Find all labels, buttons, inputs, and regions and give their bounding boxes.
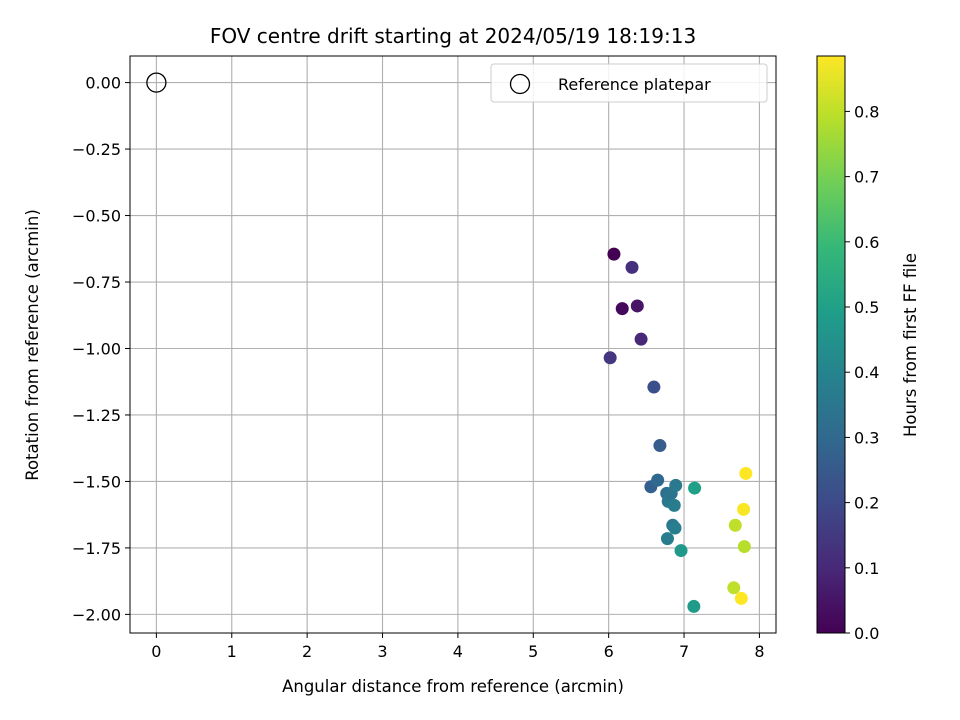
x-axis-label: Angular distance from reference (arcmin) (282, 677, 624, 696)
data-point (727, 581, 741, 595)
y-axis-ticks: 0.00 −0.25 −0.50 −0.75 −1.00 −1.25 −1.50 −1.75 −… (72, 74, 130, 624)
x-tick-label: 4 (453, 642, 463, 661)
data-point (667, 498, 681, 512)
colorbar-tick-label: 0.6 (854, 233, 879, 252)
data-point (739, 466, 753, 480)
x-tick-label: 1 (227, 642, 237, 661)
x-tick-label: 7 (679, 642, 689, 661)
data-point (669, 478, 683, 492)
data-point (728, 518, 742, 532)
y-tick-label: −1.50 (72, 472, 121, 491)
colorbar-tick-label: 0.4 (854, 363, 879, 382)
data-point (630, 299, 644, 313)
colorbar-tick-label: 0.0 (854, 624, 879, 643)
data-point (625, 260, 639, 274)
y-tick-label: 0.00 (85, 74, 121, 93)
data-point (647, 380, 661, 394)
x-tick-label: 6 (604, 642, 614, 661)
chart-title: FOV centre drift starting at 2024/05/19 … (210, 24, 696, 48)
data-point (737, 502, 751, 516)
x-tick-label: 5 (528, 642, 538, 661)
data-point (734, 591, 748, 605)
plot-frame (129, 55, 777, 634)
colorbar-ticks: 0.0 0.1 0.2 0.3 0.4 0.5 0.6 0.7 0.8 (845, 102, 879, 643)
y-tick-label: −0.50 (72, 207, 121, 226)
legend-box (490, 63, 768, 103)
x-tick-label: 0 (151, 642, 161, 661)
colorbar-tick-label: 0.2 (854, 494, 879, 513)
data-point (688, 481, 702, 495)
data-point (607, 247, 621, 261)
grid (130, 56, 776, 633)
data-point (653, 439, 667, 453)
data-point (687, 599, 701, 613)
reference-platepar-marker (146, 72, 167, 93)
data-point (634, 332, 648, 346)
colorbar-label: Hours from first FF file (901, 253, 920, 437)
data-points (146, 72, 753, 613)
colorbar-gradient (816, 55, 846, 634)
data-point (603, 351, 617, 365)
y-tick-label: −1.00 (72, 339, 121, 358)
data-point (651, 473, 665, 487)
y-tick-label: −0.25 (72, 140, 121, 159)
colorbar-tick-label: 0.3 (854, 428, 879, 447)
x-tick-label: 8 (754, 642, 764, 661)
x-tick-label: 2 (302, 642, 312, 661)
y-tick-label: −2.00 (72, 605, 121, 624)
legend-marker-reference (509, 73, 531, 95)
data-point (737, 540, 751, 554)
data-point (668, 521, 682, 535)
x-axis-ticks: 0 1 2 3 4 5 6 7 8 (151, 633, 765, 661)
data-point (674, 544, 688, 558)
y-tick-label: −0.75 (72, 273, 121, 292)
colorbar-tick-label: 0.8 (854, 102, 879, 121)
data-point (660, 532, 674, 546)
y-tick-label: −1.75 (72, 539, 121, 558)
y-axis-label: Rotation from reference (arcmin) (23, 209, 42, 481)
colorbar-tick-label: 0.5 (854, 298, 879, 317)
legend-label-reference: Reference platepar (558, 75, 711, 94)
x-tick-label: 3 (377, 642, 387, 661)
colorbar-tick-label: 0.1 (854, 559, 879, 578)
data-point (615, 302, 629, 316)
legend: Reference platepar (490, 63, 768, 103)
y-tick-label: −1.25 (72, 406, 121, 425)
colorbar: 0.0 0.1 0.2 0.3 0.4 0.5 0.6 0.7 0.8 Hours from f… (816, 55, 920, 643)
colorbar-tick-label: 0.7 (854, 168, 879, 187)
